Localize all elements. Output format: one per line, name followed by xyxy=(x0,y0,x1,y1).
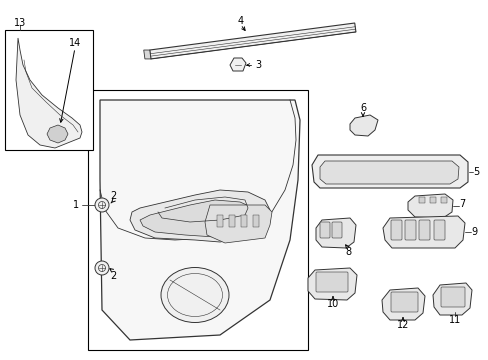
Text: 13: 13 xyxy=(14,18,26,28)
Polygon shape xyxy=(311,155,467,188)
Circle shape xyxy=(95,198,109,212)
Text: 5: 5 xyxy=(472,167,478,177)
Polygon shape xyxy=(100,100,299,340)
Polygon shape xyxy=(319,161,458,184)
Polygon shape xyxy=(381,288,424,320)
Bar xyxy=(5,30,93,150)
Text: 10: 10 xyxy=(326,299,339,309)
Polygon shape xyxy=(229,58,245,71)
Polygon shape xyxy=(440,197,446,203)
Polygon shape xyxy=(149,23,355,59)
Text: 4: 4 xyxy=(237,15,243,26)
Text: 1: 1 xyxy=(73,200,79,210)
Text: 7: 7 xyxy=(458,199,464,209)
Text: 11: 11 xyxy=(448,315,460,325)
Polygon shape xyxy=(432,283,471,315)
FancyBboxPatch shape xyxy=(390,220,401,240)
FancyBboxPatch shape xyxy=(319,222,329,238)
FancyBboxPatch shape xyxy=(433,220,444,240)
Text: 8: 8 xyxy=(344,247,350,257)
Text: 2: 2 xyxy=(110,271,116,281)
Polygon shape xyxy=(47,125,68,143)
Text: 6: 6 xyxy=(359,103,366,113)
Polygon shape xyxy=(16,38,82,148)
Polygon shape xyxy=(143,50,151,59)
Circle shape xyxy=(95,261,109,275)
Text: 9: 9 xyxy=(470,227,476,237)
FancyBboxPatch shape xyxy=(315,272,347,292)
Polygon shape xyxy=(429,197,435,203)
Bar xyxy=(252,215,259,227)
Polygon shape xyxy=(140,200,262,237)
Bar xyxy=(88,90,307,350)
Polygon shape xyxy=(204,205,271,243)
FancyBboxPatch shape xyxy=(404,220,415,240)
Ellipse shape xyxy=(161,267,228,323)
Polygon shape xyxy=(315,218,355,248)
Bar xyxy=(241,215,246,227)
Text: 14: 14 xyxy=(69,38,81,48)
Polygon shape xyxy=(382,216,464,248)
Polygon shape xyxy=(349,115,377,136)
Bar xyxy=(217,215,223,227)
Polygon shape xyxy=(407,194,452,218)
Text: 12: 12 xyxy=(396,320,408,330)
FancyBboxPatch shape xyxy=(440,287,464,307)
Text: 2: 2 xyxy=(110,191,116,201)
Polygon shape xyxy=(130,190,269,242)
FancyBboxPatch shape xyxy=(331,222,341,238)
Text: 3: 3 xyxy=(254,60,261,70)
Polygon shape xyxy=(307,268,356,300)
Bar xyxy=(228,215,235,227)
FancyBboxPatch shape xyxy=(418,220,429,240)
Polygon shape xyxy=(418,197,424,203)
FancyBboxPatch shape xyxy=(390,292,417,312)
